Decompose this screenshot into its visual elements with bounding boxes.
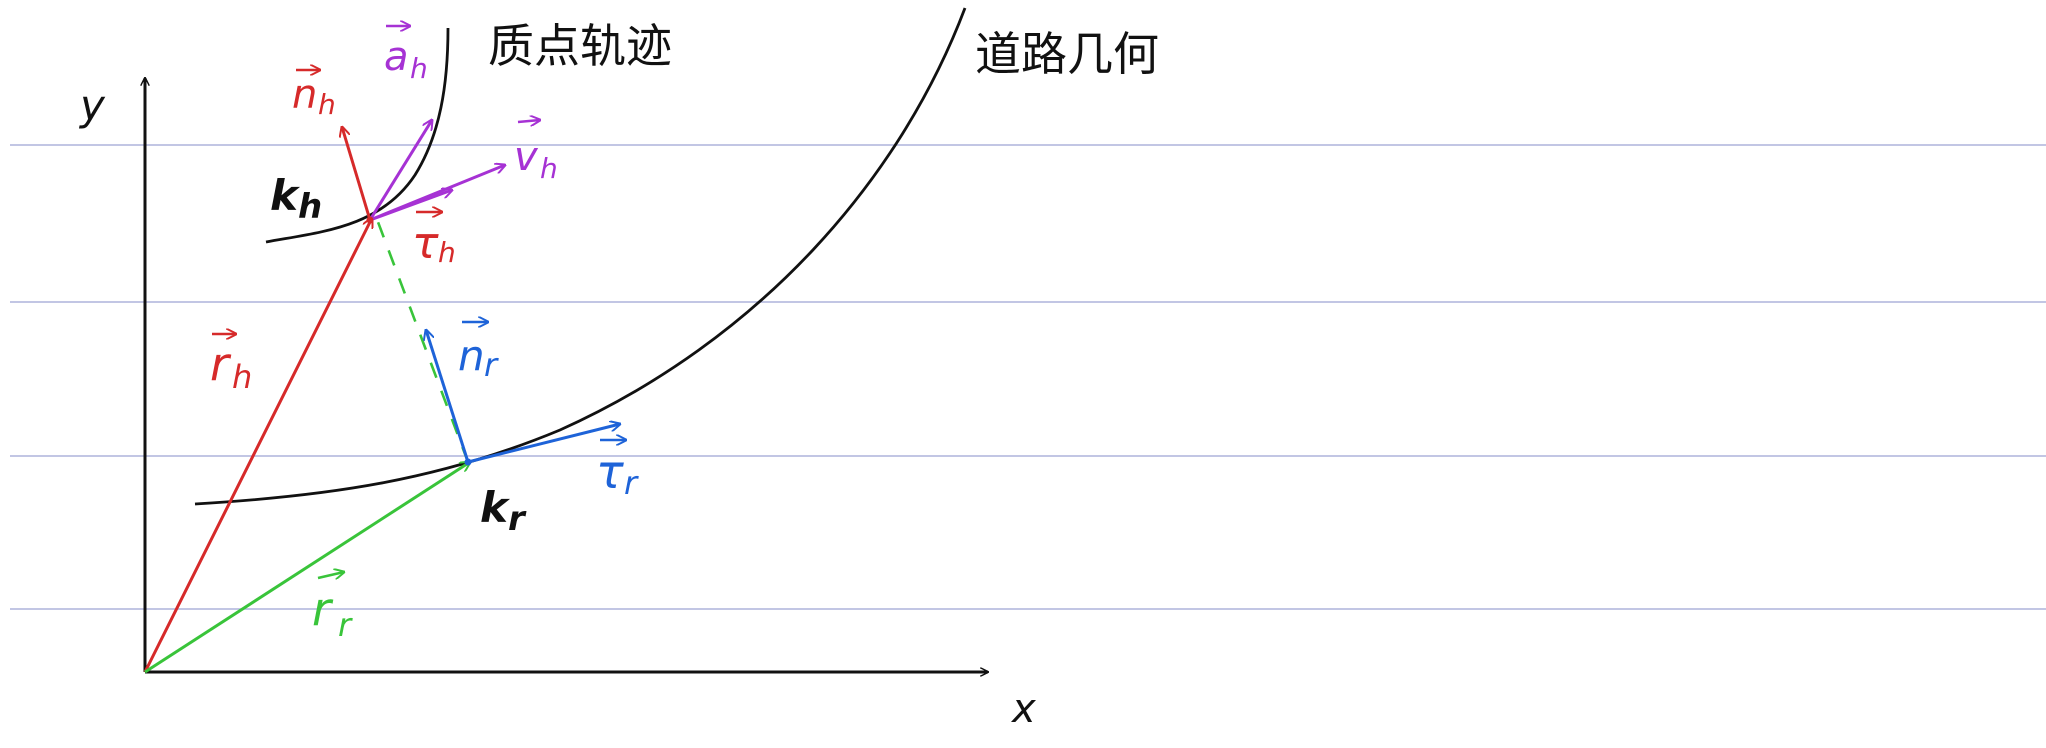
- svg-text:n: n: [458, 331, 485, 380]
- svg-text:k: k: [480, 483, 511, 532]
- dashed-connector: [376, 221, 470, 463]
- label-tau-r: τ r: [596, 440, 639, 502]
- y-axis-label: y: [78, 81, 106, 130]
- svg-text:h: h: [232, 358, 252, 396]
- svg-text:τ: τ: [412, 218, 439, 269]
- svg-text:r: r: [624, 464, 639, 502]
- vector-a-h: [368, 120, 432, 221]
- point-k-h: [366, 216, 374, 224]
- label-r-r: r r: [312, 572, 353, 644]
- label-n-r: n r: [458, 322, 499, 384]
- svg-text:τ: τ: [596, 445, 624, 499]
- point-k-r: [464, 458, 472, 466]
- vector-n-h: [342, 127, 372, 221]
- road-geometry-curve: [194, 7, 967, 506]
- svg-text:h: h: [298, 187, 322, 227]
- svg-text:r: r: [312, 582, 334, 636]
- svg-text:v: v: [514, 134, 539, 180]
- label-tau-h: τ h: [412, 212, 456, 269]
- svg-text:n: n: [292, 72, 317, 118]
- svg-text:h: h: [438, 236, 456, 269]
- vector-n-r: [426, 330, 470, 463]
- x-axis-label: x: [1010, 686, 1036, 732]
- svg-text:h: h: [410, 52, 428, 85]
- svg-text:h: h: [540, 152, 558, 185]
- label-a-h: a h: [384, 26, 428, 85]
- road-geometry-title: 道路几何: [975, 27, 1159, 81]
- label-k-h: k h: [270, 171, 322, 227]
- vector-v-h: [369, 165, 505, 222]
- label-k-r: k r: [480, 483, 527, 539]
- svg-text:r: r: [508, 499, 527, 539]
- svg-text:k: k: [270, 171, 301, 220]
- ruled-lines: [10, 144, 2046, 610]
- svg-text:h: h: [318, 88, 336, 121]
- svg-text:r: r: [338, 606, 353, 644]
- axes: [145, 78, 988, 672]
- trajectory-title: 质点轨迹: [488, 19, 672, 73]
- svg-text:r: r: [484, 346, 499, 384]
- svg-text:a: a: [384, 34, 409, 80]
- label-v-h: v h: [514, 120, 558, 185]
- label-n-h: n h: [292, 70, 336, 121]
- trajectory-curve: [265, 27, 450, 244]
- vector-r-r: [144, 462, 470, 674]
- svg-text:r: r: [210, 337, 232, 391]
- vector-r-h: [143, 218, 372, 673]
- vector-tau-r: [467, 424, 620, 464]
- label-r-h: r h: [210, 334, 252, 396]
